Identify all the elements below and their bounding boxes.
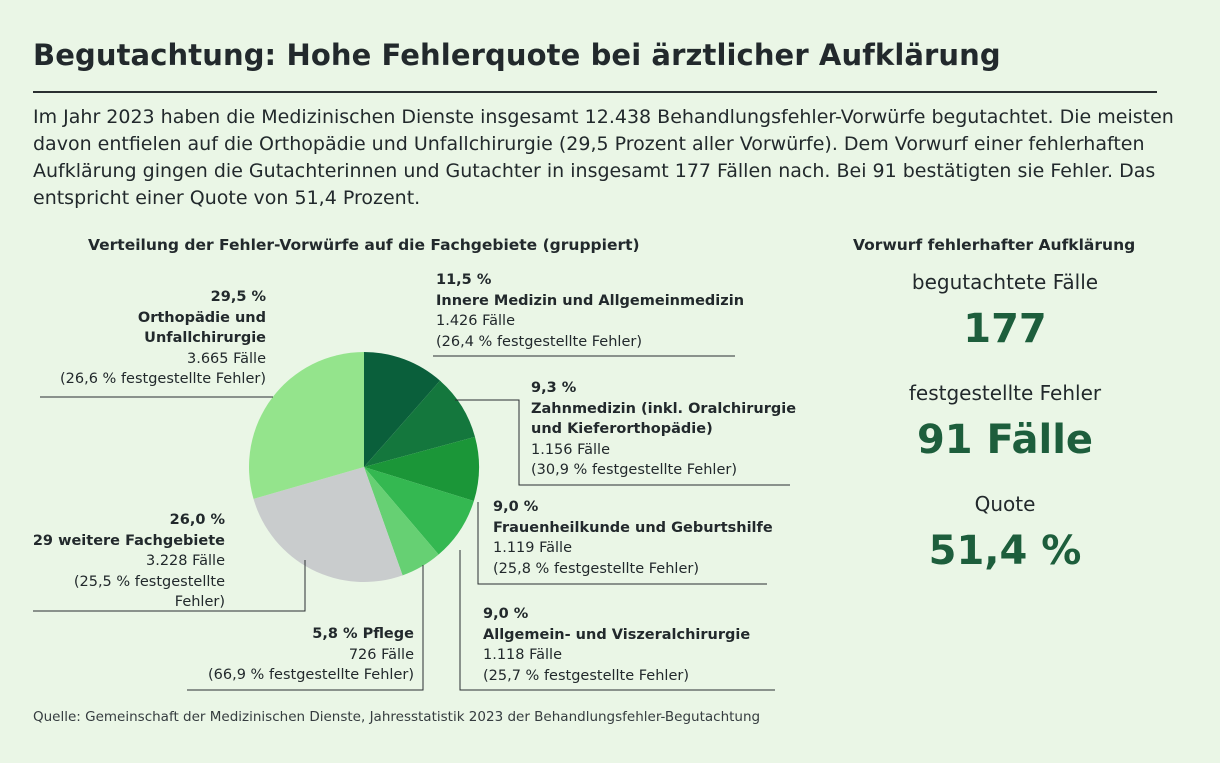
intro-text: Im Jahr 2023 haben die Medizinischen Die… (33, 106, 1174, 209)
leader-line-frauen (477, 502, 767, 585)
label-name: Pflege (362, 626, 414, 642)
label-name: Allgemein- und Viszeralchirurgie (483, 626, 751, 643)
kpi-rate-value: 51,4 % (928, 528, 1082, 574)
title-divider (33, 91, 1157, 93)
label-errors: (25,7 % festgestellte Fehler) (483, 667, 689, 684)
label-name: 29 weitere Fachgebiete (32, 532, 225, 549)
kpi-rate-label: Quote (974, 492, 1036, 516)
label-cases: 3.665 Fälle (187, 350, 266, 367)
leader-line-allgemein (459, 550, 775, 691)
label-pct: 11,5 % (436, 272, 492, 288)
label-name: Innere Medizin und Allgemeinmedizin (436, 292, 745, 309)
pie-slice-0 (364, 352, 440, 467)
label-errors: (25,5 % festgestellte (73, 573, 225, 590)
leader-line-weitere (33, 560, 306, 612)
label-errors: (66,9 % festgestellte Fehler) (208, 667, 414, 683)
kpi-cases-value: 177 (963, 306, 1047, 352)
label-name-line2: und Kieferorthopädie) (531, 421, 713, 437)
label-pct: 26,0 % (169, 512, 225, 528)
kpi-errors-label: festgestellte Fehler (908, 381, 1102, 405)
label-errors: (25,8 % festgestellte Fehler) (493, 560, 699, 577)
pie-slice-4 (364, 467, 439, 576)
kpi-cases-label: begutachtete Fälle (911, 270, 1099, 294)
pie-slice-1 (364, 380, 475, 467)
label-name: Frauenheilkunde und Geburtshilfe (493, 519, 773, 536)
label-zahnmedizin: 9,3 % Zahnmedizin (inkl. Oralchirurgie u… (531, 378, 796, 481)
label-pct: 9,0 % (483, 606, 529, 622)
label-pct: 5,8 % (312, 626, 358, 642)
label-pct: 9,0 % (493, 499, 539, 515)
pie-slice-5 (253, 467, 403, 582)
leader-line-pflege (187, 565, 424, 691)
label-errors: (30,9 % festgestellte Fehler) (531, 462, 737, 478)
label-cases: 726 Fälle (348, 646, 414, 663)
label-cases: 1.156 Fälle (531, 441, 610, 458)
label-errors: (26,4 % festgestellte Fehler) (436, 333, 642, 350)
pie-slice-2 (364, 436, 479, 501)
label-pct: 29,5 % (210, 289, 266, 305)
kpi-heading: Vorwurf fehlerhafter Aufklärung (853, 236, 1136, 254)
label-errors: (26,6 % festgestellte Fehler) (60, 371, 266, 387)
label-pct: 9,3 % (531, 380, 577, 396)
label-weitere-fachgebiete: 26,0 % 29 weitere Fachgebiete 3.228 Fäll… (30, 510, 225, 613)
label-cases: 3.228 Fälle (146, 553, 225, 569)
page-title: Begutachtung: Hohe Fehlerquote bei ärztl… (33, 38, 1001, 72)
label-cases: 1.426 Fälle (436, 313, 515, 329)
label-name-line2: Unfallchirurgie (144, 330, 266, 346)
label-innere-medizin: 11,5 % Innere Medizin und Allgemeinmediz… (436, 270, 744, 352)
pie-slice-6 (249, 352, 364, 499)
label-errors-line2: Fehler) (174, 594, 225, 610)
pie-slice-3 (364, 467, 474, 555)
chart-title: Verteilung der Fehler-Vorwürfe auf die F… (88, 236, 640, 254)
label-orthopaedie: 29,5 % Orthopädie und Unfallchirurgie 3.… (30, 287, 266, 390)
label-allgemein-viszeral: 9,0 % Allgemein- und Viszeralchirurgie 1… (483, 604, 750, 686)
label-name: Orthopädie und (137, 309, 266, 326)
source-note: Quelle: Gemeinschaft der Medizinischen D… (33, 709, 761, 725)
label-cases: 1.118 Fälle (483, 647, 562, 663)
kpi-errors-value: 91 Fälle (916, 417, 1094, 463)
label-pct-name: 5,8 % Pflege (180, 624, 414, 645)
label-name: Zahnmedizin (inkl. Oralchirurgie (531, 400, 797, 417)
label-pflege: 5,8 % Pflege 726 Fälle (66,9 % festgeste… (180, 624, 414, 686)
label-frauenheilkunde: 9,0 % Frauenheilkunde und Geburtshilfe 1… (493, 497, 773, 579)
leader-line-zahn (455, 399, 790, 486)
label-cases: 1.119 Fälle (493, 540, 572, 556)
